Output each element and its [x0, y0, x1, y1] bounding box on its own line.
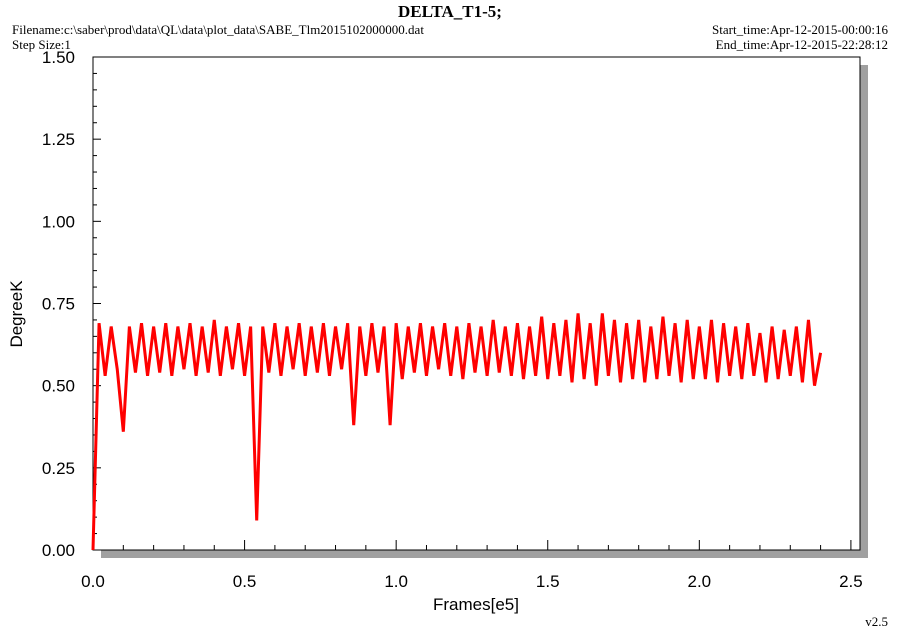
x-tick-label: 1.5 — [536, 572, 560, 591]
plot-area — [92, 56, 861, 551]
y-tick-label: 1.25 — [42, 130, 75, 149]
start-time: Start_time:Apr-12-2015-00:00:16 — [712, 22, 888, 37]
step-size: Step Size:1 — [12, 37, 71, 52]
y-tick-label: 0.00 — [42, 541, 75, 560]
x-tick-label: 0.5 — [233, 572, 257, 591]
y-tick-label: 0.50 — [42, 377, 75, 396]
end-time: End_time:Apr-12-2015-22:28:12 — [716, 37, 888, 52]
x-axis-label: Frames[e5] — [433, 595, 519, 614]
x-tick-label: 1.0 — [384, 572, 408, 591]
y-tick-label: 0.25 — [42, 459, 75, 478]
x-tick-label: 2.0 — [688, 572, 712, 591]
y-axis-label: DegreeK — [7, 280, 26, 348]
chart-title: DELTA_T1-5; — [398, 2, 502, 21]
filename: Filename:c:\saber\prod\data\QL\data\plot… — [12, 22, 424, 37]
y-tick-label: 1.50 — [42, 48, 75, 67]
data-line — [91, 313, 823, 551]
y-tick-label: 0.75 — [42, 295, 75, 314]
version: v2.5 — [865, 614, 888, 629]
y-tick-label: 1.00 — [42, 212, 75, 231]
x-tick-label: 0.0 — [81, 572, 105, 591]
x-tick-label: 2.5 — [839, 572, 863, 591]
